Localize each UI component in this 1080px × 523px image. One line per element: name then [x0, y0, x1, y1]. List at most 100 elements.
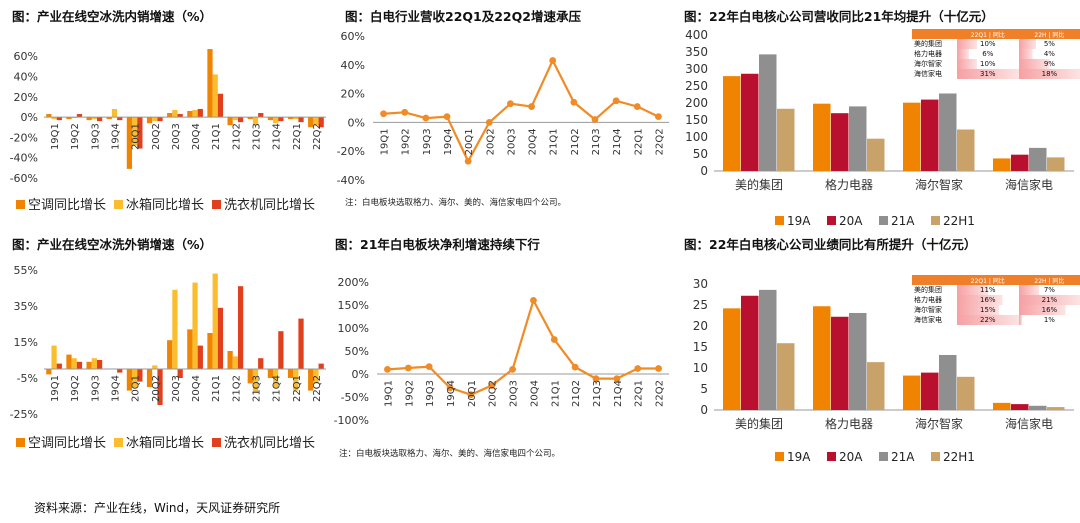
- legend-swatch: [931, 216, 940, 225]
- legend-label: 洗衣机同比增长: [224, 197, 315, 213]
- inset-cell: 21%: [1018, 295, 1080, 305]
- y-tick-label: 200: [685, 96, 708, 110]
- bar: [137, 369, 143, 382]
- bar: [957, 376, 975, 410]
- inset-row-label: 美的集团: [914, 286, 942, 294]
- bar: [1047, 407, 1065, 410]
- y-tick-label: 50%: [345, 345, 369, 358]
- bar: [146, 369, 153, 387]
- inset-header: 22Q1 | 同比: [956, 29, 1019, 39]
- inset-row-label: 海信家电: [914, 316, 942, 324]
- x-tick-label: 21Q4: [272, 375, 283, 402]
- y-tick-label: 60%: [341, 30, 365, 43]
- y-tick-label: -20%: [337, 145, 365, 158]
- legend-swatch: [827, 452, 836, 461]
- bar: [278, 331, 284, 369]
- data-point: [446, 384, 454, 392]
- x-tick-label: 20Q3: [171, 123, 182, 150]
- y-tick-label: -25%: [10, 408, 38, 421]
- y-tick-label: 40%: [14, 70, 38, 83]
- bar: [287, 369, 294, 378]
- bar: [831, 316, 849, 410]
- legend-swatch: [775, 216, 784, 225]
- bar: [993, 402, 1011, 410]
- inset-row-label: 海尔智家: [914, 306, 942, 314]
- data-point: [613, 375, 621, 382]
- legend-label: 空调同比增长: [28, 436, 106, 451]
- y-tick-label: 100%: [338, 322, 369, 335]
- chart-4-svg: 55% 35% 15% -5% -25% 19Q1 19Q2 19Q3 19Q4 20Q1 20Q2…: [10, 264, 326, 451]
- x-tick-label: 19Q1: [380, 128, 391, 155]
- chart-title-6: 图：22年白电核心公司业绩同比有所提升（十亿元）: [684, 237, 977, 252]
- x-tick-label: 海尔智家: [915, 177, 963, 192]
- x-tick-label: 19Q3: [422, 128, 433, 155]
- x-tick-label: 美的集团: [735, 416, 783, 431]
- data-point: [549, 57, 557, 64]
- y-tick-label: -40%: [10, 152, 38, 165]
- x-tick-label: 20Q2: [151, 375, 162, 402]
- legend-swatch: [879, 216, 888, 225]
- inset-cell: 18%: [1018, 69, 1080, 79]
- bar: [1011, 154, 1029, 171]
- bar: [759, 289, 777, 410]
- x-tick-label: 21Q3: [252, 375, 263, 402]
- x-tick-label: 21Q2: [231, 375, 242, 402]
- x-tick-label: 22Q1: [292, 375, 303, 402]
- bar: [111, 108, 118, 118]
- y-tick-label: 15%: [14, 336, 38, 349]
- y-tick-label: 100: [685, 130, 708, 144]
- bar: [146, 117, 153, 124]
- chart-note-2: 注：白电板块选取格力、海尔、美的、海信家电四个公司。: [345, 198, 567, 208]
- bar: [207, 333, 213, 369]
- x-tick-label: 19Q3: [425, 380, 436, 407]
- y-tick-label: -50%: [341, 391, 369, 404]
- bar: [921, 99, 939, 171]
- bar: [76, 114, 83, 118]
- inset-cell: 31%: [956, 69, 1019, 79]
- y-tick-label: 5: [700, 382, 708, 396]
- data-point: [384, 366, 391, 373]
- inset-row-label: 格力电器: [914, 50, 942, 58]
- x-tick-label: 21Q3: [592, 380, 603, 407]
- y-tick-label: 25: [693, 298, 708, 312]
- chart-panel-6: 图：22年白电核心公司业绩同比有所提升（十亿元） 30 25 20 15 10 5 0 美的集…: [680, 234, 1080, 466]
- bar: [867, 138, 885, 171]
- bar: [777, 343, 795, 410]
- y-tick-label: -40%: [337, 174, 365, 187]
- bar: [126, 117, 133, 169]
- bar: [227, 351, 233, 369]
- data-point: [507, 100, 514, 108]
- bar: [849, 106, 867, 171]
- bar: [252, 117, 259, 126]
- x-tick-label: 20Q3: [509, 380, 520, 407]
- bar: [212, 74, 218, 118]
- chart-title-3: 图：22年白电核心公司营收同比21年均提升（十亿元）: [684, 9, 994, 24]
- bar: [187, 110, 193, 118]
- data-point: [401, 108, 409, 116]
- y-tick-label: 30: [693, 277, 708, 291]
- bar: [903, 102, 921, 171]
- inset-cell: 10%: [956, 59, 1019, 69]
- x-tick-label: 21Q3: [252, 123, 263, 150]
- y-tick-label: 0: [700, 164, 708, 178]
- bar: [167, 113, 173, 118]
- data-point: [633, 103, 641, 110]
- x-tick-label: 19Q3: [90, 123, 101, 150]
- inset-row-label: 格力电器: [914, 296, 942, 304]
- data-point: [488, 382, 496, 389]
- inset-row: 美的集团 10% 5%: [912, 39, 1080, 49]
- bar: [91, 358, 97, 369]
- bar: [51, 117, 57, 120]
- bar: [293, 369, 299, 391]
- bar: [66, 354, 72, 369]
- inset-cell: 10%: [956, 39, 1019, 49]
- bar: [741, 73, 759, 171]
- bar: [939, 354, 957, 410]
- inset-cell: 22%: [956, 315, 1019, 325]
- x-tick-label: 海信家电: [1005, 177, 1053, 192]
- y-tick-label: 60%: [14, 50, 38, 63]
- chart-panel-1: 图：产业在线空冰洗内销增速（%） 60% 40% 20% 0% -20% -40% -60%…: [0, 6, 330, 226]
- bar: [298, 318, 304, 369]
- x-tick-label: 21Q3: [591, 128, 602, 155]
